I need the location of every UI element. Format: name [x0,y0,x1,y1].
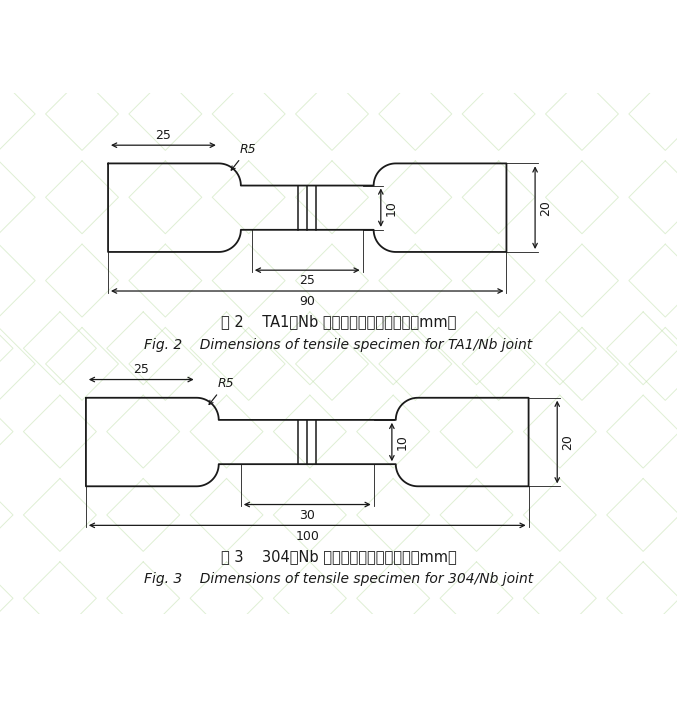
Text: 10: 10 [385,200,398,216]
Text: 20: 20 [540,200,552,216]
Text: 20: 20 [561,434,574,450]
Text: 10: 10 [396,434,409,450]
Text: 100: 100 [295,530,319,542]
Text: 图 3    304／Nb 焊接接头拉伸试样尺寸（mm）: 图 3 304／Nb 焊接接头拉伸试样尺寸（mm） [221,549,456,563]
Text: 25: 25 [133,363,149,376]
Text: 图 2    TA1／Nb 焊接接头拉伸试样尺寸（mm）: 图 2 TA1／Nb 焊接接头拉伸试样尺寸（mm） [221,315,456,329]
Text: R5: R5 [232,143,256,170]
Text: Fig. 3    Dimensions of tensile specimen for 304/Nb joint: Fig. 3 Dimensions of tensile specimen fo… [144,572,533,586]
Text: 30: 30 [299,509,315,522]
Text: 25: 25 [299,274,315,287]
Text: Fig. 2    Dimensions of tensile specimen for TA1/Nb joint: Fig. 2 Dimensions of tensile specimen fo… [144,338,533,352]
Text: 90: 90 [299,296,315,308]
Text: R5: R5 [209,377,234,404]
Text: 25: 25 [156,129,171,142]
